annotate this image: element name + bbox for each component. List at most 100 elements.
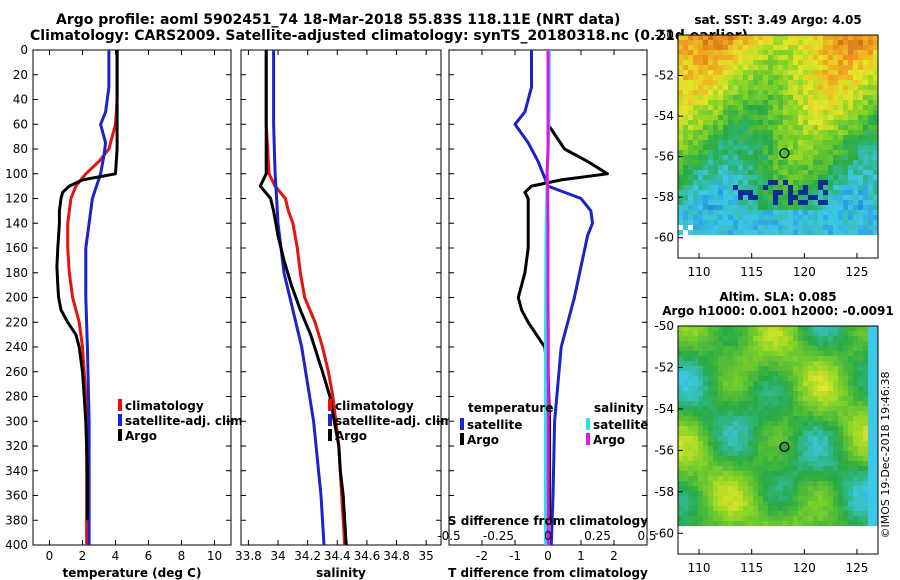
- sst-map-cell: [818, 220, 823, 225]
- sst-map-cell: [728, 100, 733, 105]
- sst-map-cell: [803, 100, 808, 105]
- sst-map-cell: [848, 75, 853, 80]
- sla-map-cell: [838, 421, 843, 426]
- sst-map-cell: [713, 100, 718, 105]
- sst-map-cell: [748, 100, 753, 105]
- sla-map-cell: [778, 506, 783, 511]
- sst-map-cell: [783, 75, 788, 80]
- sla-map-cell: [763, 416, 768, 421]
- sla-map-cell: [743, 431, 748, 436]
- sst-map-cell: [738, 50, 743, 55]
- difference-top-tick-label: -0.25: [483, 529, 514, 543]
- sla-map-cell: [733, 506, 738, 511]
- sla-map-cell: [703, 446, 708, 451]
- sla-map-cell: [848, 496, 853, 501]
- sst-map-cell: [823, 200, 828, 205]
- sla-map-cell: [708, 421, 713, 426]
- sla-map-cell: [683, 436, 688, 441]
- sst-map-cell: [818, 80, 823, 85]
- sst-map-cell: [718, 85, 723, 90]
- sla-map-cell: [848, 431, 853, 436]
- sst-map-cell: [768, 75, 773, 80]
- sla-map-cell: [778, 496, 783, 501]
- difference-legend-title-salinity: salinity: [594, 401, 644, 415]
- sla-map-cell: [763, 331, 768, 336]
- sst-map-cell: [683, 60, 688, 65]
- sla-map-cell: [738, 416, 743, 421]
- sla-map-cell: [703, 331, 708, 336]
- sla-map-cell: [808, 431, 813, 436]
- sst-map-cell: [773, 205, 778, 210]
- sla-map-cell: [758, 336, 763, 341]
- sst-map-cell: [818, 170, 823, 175]
- sla-map-cell: [858, 416, 863, 421]
- sst-map-cell: [853, 70, 858, 75]
- sst-map-cell: [678, 60, 683, 65]
- sla-map-cell: [873, 356, 878, 361]
- sla-map-cell: [763, 496, 768, 501]
- sla-map-cell: [778, 491, 783, 496]
- sst-map-cell: [813, 95, 818, 100]
- sst-map-cell: [773, 90, 778, 95]
- sla-map-cell: [698, 366, 703, 371]
- sst-map-cell: [803, 45, 808, 50]
- sla-map-cell: [823, 396, 828, 401]
- sst-map-cell: [828, 220, 833, 225]
- sst-map-cell: [743, 75, 748, 80]
- sla-map-cell: [828, 471, 833, 476]
- sla-map-cell: [843, 326, 848, 331]
- sst-map-cell: [828, 50, 833, 55]
- sst-map-cell: [693, 105, 698, 110]
- sla-map-cell: [723, 401, 728, 406]
- sst-map-cell: [693, 220, 698, 225]
- sla-map-cell: [733, 436, 738, 441]
- sla-map-cell: [768, 371, 773, 376]
- sla-map-cell: [728, 486, 733, 491]
- sla-map-cell: [833, 466, 838, 471]
- sla-map-cell: [683, 466, 688, 471]
- sst-map-cell: [688, 190, 693, 195]
- sla-map-cell: [693, 471, 698, 476]
- sla-map-cell: [848, 371, 853, 376]
- sla-map-cell: [788, 421, 793, 426]
- sst-map-cell: [703, 230, 708, 235]
- sst-map-cell: [768, 85, 773, 90]
- sst-map-cell: [743, 115, 748, 120]
- sla-map-cell: [848, 491, 853, 496]
- sla-map-cell: [813, 366, 818, 371]
- sla-map-cell: [713, 496, 718, 501]
- sst-map-cell: [728, 35, 733, 40]
- sst-map-cell: [683, 195, 688, 200]
- sla-map-cell: [723, 381, 728, 386]
- sla-map-cell: [758, 431, 763, 436]
- sst-map-cell: [718, 130, 723, 135]
- sst-map-cell: [828, 60, 833, 65]
- sst-map-cell: [743, 125, 748, 130]
- sla-map-cell: [873, 361, 878, 366]
- sst-map-cell: [793, 110, 798, 115]
- depth-tick-label: 0: [20, 43, 28, 57]
- sla-map-cell: [853, 361, 858, 366]
- sst-map-cell: [703, 100, 708, 105]
- sla-map-cell: [833, 356, 838, 361]
- sla-map-cell: [703, 391, 708, 396]
- sla-map-cell: [808, 371, 813, 376]
- sla-map-cell: [808, 481, 813, 486]
- sst-map-cell: [693, 45, 698, 50]
- sla-map-cell: [678, 416, 683, 421]
- sla-map-cell: [788, 346, 793, 351]
- sst-map-cell: [698, 190, 703, 195]
- sla-map-cell: [813, 381, 818, 386]
- sst-map-cell: [738, 150, 743, 155]
- sla-map-cell: [843, 336, 848, 341]
- sst-map-cell: [728, 65, 733, 70]
- sst-map-cell: [828, 115, 833, 120]
- sla-map-cell: [733, 511, 738, 516]
- sst-map-cell: [723, 80, 728, 85]
- sla-map-cell: [868, 371, 873, 376]
- sst-map-cell: [713, 95, 718, 100]
- sla-map-cell: [788, 396, 793, 401]
- sst-map-cell: [858, 130, 863, 135]
- sst-map-cell: [778, 230, 783, 235]
- sst-map-cell: [838, 80, 843, 85]
